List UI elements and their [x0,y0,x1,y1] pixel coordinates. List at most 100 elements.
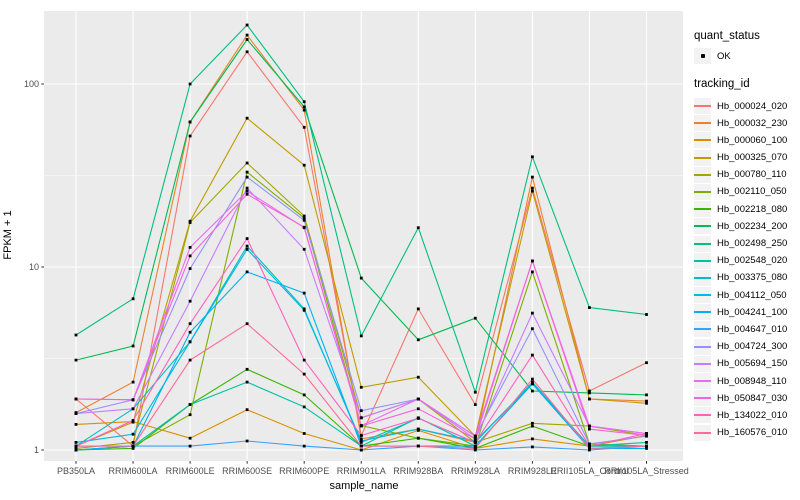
legend-key-box [694,269,711,286]
legend-item-label: Hb_000060_100 [717,134,788,146]
series-color-line-icon [694,380,711,382]
data-point [245,23,249,27]
legend-tracking-id-list: Hb_000024_020 Hb_000032_230 Hb_000060_100 H… [694,98,787,441]
series-color-line-icon [694,190,711,193]
data-point [131,447,135,450]
legend-item-label: Hb_002548_020 [717,255,788,267]
data-point [645,399,648,403]
data-point [245,175,249,179]
legend-item-label: Hb_160576_010 [717,427,788,439]
data-point [302,216,306,220]
data-point [245,116,249,120]
legend-key-box [694,48,711,64]
legend-key-box [694,407,711,424]
series-color-line-icon [694,259,711,262]
data-point [245,247,249,251]
legend-item-Hb_050847_030: Hb_050847_030 [694,390,787,407]
legend-item-Hb_000060_100: Hb_000060_100 [694,132,788,149]
series-color-line-icon [694,225,711,228]
data-point [188,436,192,440]
series-color-line-icon [694,122,711,125]
data-point [188,358,192,362]
x-tick-label: RRIM600PE [279,466,329,476]
series-color-line-icon [694,208,711,211]
data-point [531,189,534,193]
data-point [645,447,648,450]
legend-item-Hb_008948_110: Hb_008948_110 [694,373,787,389]
legend-key-box [694,235,711,252]
plot-panel [44,11,683,461]
data-point [531,377,534,381]
legend-key-box [694,338,711,355]
data-point [359,385,363,389]
legend-item-Hb_134022_010: Hb_134022_010 [694,407,788,424]
data-point [531,437,534,441]
x-tick-label: RRIM600SE [222,466,272,476]
data-point [131,380,135,384]
series-color-line-icon [694,328,711,331]
data-point [245,380,249,384]
legend-item-label: Hb_003375_080 [717,272,788,284]
data-point [359,437,363,441]
legend-item-Hb_003375_080: Hb_003375_080 [694,269,788,286]
data-point [74,448,78,452]
series-color-line-icon [694,345,711,348]
data-point [302,358,306,362]
legend-item-Hb_005694_150: Hb_005694_150 [694,355,787,372]
data-point [188,322,192,326]
data-point [188,267,192,270]
legend-title-tracking-id: tracking_id [694,78,750,90]
data-point [131,441,135,444]
data-point [245,367,249,371]
series-color-line-icon [694,362,711,365]
data-point [245,189,249,193]
legend: quant_status OK tracking_id Hb_000024_02… [694,30,787,442]
data-point [302,100,306,104]
legend-key-box [694,321,711,338]
legend-item-label: Hb_002110_050 [717,186,787,198]
legend-title-quant-status: quant_status [694,30,760,42]
data-point [473,437,477,441]
data-point [131,420,135,424]
data-point [416,407,420,411]
data-point [74,447,78,450]
series-color-line-icon [694,431,711,434]
x-tick-label: RRIM928LA [451,466,500,476]
data-point [74,358,78,362]
legend-item-label: Hb_004241_100 [717,306,788,318]
data-point [645,313,648,316]
legend-item-label: Hb_004647_010 [717,323,788,335]
legend-key-box [694,390,711,407]
legend-item-Hb_000032_230: Hb_000032_230 [694,115,787,132]
legend-item-label: Hb_000780_110 [717,169,787,181]
series-color-line-icon [694,414,711,417]
data-point [588,389,591,393]
legend-key-box [694,424,711,441]
legend-key-box [694,252,711,269]
data-point [74,333,78,337]
data-point [416,307,420,311]
data-point [645,441,648,444]
y-axis-title: FPKM + 1 [2,210,14,260]
data-point [74,412,78,415]
data-point [74,423,78,426]
data-point [531,270,534,274]
legend-item-Hb_002498_250: Hb_002498_250 [694,235,787,252]
legend-item-Hb_002234_200: Hb_002234_200 [694,218,787,235]
y-tick-label: 1 [34,445,39,455]
data-point [531,445,534,449]
data-point [245,38,249,41]
data-point [473,390,477,394]
legend-key-box [694,218,711,235]
data-point [188,82,192,86]
x-tick-label: RRIM600LE [166,466,215,476]
data-point [188,134,192,138]
data-point [74,397,78,401]
data-point [302,393,306,397]
legend-item-label: Hb_134022_010 [717,409,788,421]
legend-key-box [694,373,711,389]
data-point [531,424,534,428]
data-point [645,434,648,437]
data-point [302,105,306,109]
x-tick-label: RRIM928LE [508,466,557,476]
